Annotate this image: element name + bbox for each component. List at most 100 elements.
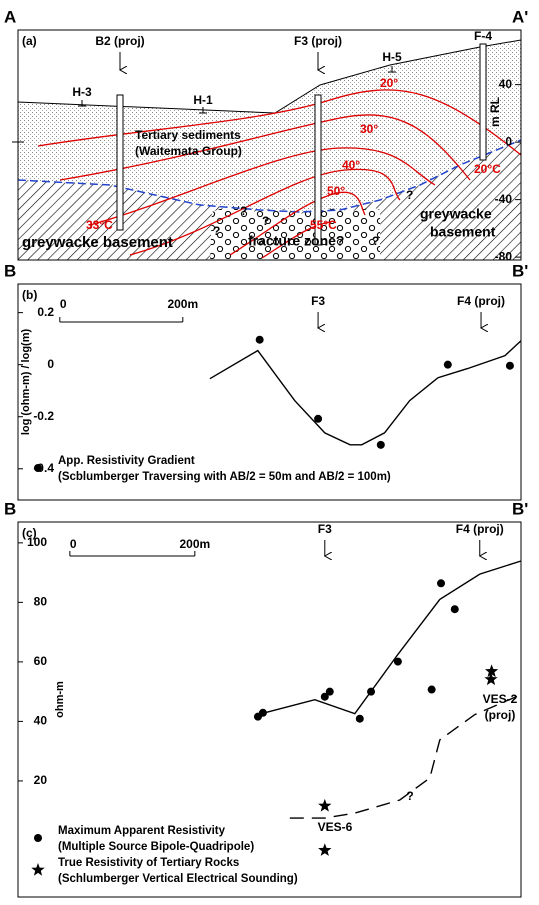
legend-label: App. Resistivity Gradient [58,455,195,467]
question-mark: ? [240,204,247,218]
fracture-zone [210,206,380,260]
annotation: (proj) [485,708,516,722]
well-label: B2 (proj) [95,34,144,48]
y-tick-label: -80 [495,249,513,263]
section-end-label: B' [512,261,528,280]
sediments [18,40,521,212]
well-label: F-4 [474,29,492,43]
star-marker [485,664,499,678]
section-end-label: B [4,261,16,280]
frame [17,283,522,501]
panel-label: (b) [22,288,37,302]
ground-surface [17,39,522,114]
star-marker [318,798,332,812]
air [18,30,521,113]
legend-label: Maximum Apparent Resistivity [58,825,226,837]
circle-marker [320,692,329,701]
legend-marker [34,834,42,842]
circle-marker [443,360,452,369]
annotation: VES-6 [318,820,353,834]
well-arrows [120,52,318,70]
circle-marker [255,335,264,344]
unit-label: Tertiary sediments [135,128,241,142]
borehole-label: H-5 [382,50,402,64]
circle-marker [376,440,385,449]
well-label: F3 (proj) [294,34,342,48]
question-mark: ? [372,234,379,248]
scale-label: 200m [179,537,210,551]
wells [116,43,487,246]
legend-description: (Scblumberger Traversing with AB/2 = 50m… [58,471,391,483]
y-tick-label: 40 [499,77,513,91]
legend-marker [34,464,42,472]
y-tick-label: 20 [34,773,48,787]
question-mark: ? [262,214,269,228]
question-mark: ? [406,188,413,202]
panel-label: (a) [22,34,37,48]
y-tick-label: -40 [495,192,513,206]
borehole-symbols [78,66,396,114]
circle-marker [393,657,402,666]
rock-label: greywacke basement [22,234,173,251]
frame [17,521,522,898]
circle-marker [355,714,364,723]
y-tick-label: 0.2 [37,305,54,319]
borehole-label: H-1 [193,93,213,107]
isotherm-label: 20° [380,76,398,90]
annotation: ? [406,789,413,803]
well-label: F4 (proj) [457,294,505,308]
y-tick-label: -0.2 [33,409,54,423]
temperature-label: 33°C [86,218,113,232]
y-tick-label: 80 [34,595,48,609]
basement [18,140,521,260]
y-axis-label: log (ohm-m) / log(m) [20,329,32,436]
legend-label: True Resistivity of Tertiary Rocks [58,857,239,869]
legend-description: (Multiple Source Bipole-Quadripole) [58,841,254,853]
well-label: F3 [318,522,332,536]
dashed-line [289,693,522,819]
temperature-label: 20°C [474,162,501,176]
frame [17,29,522,261]
y-axis-label: ohm-m [54,681,66,718]
circle-marker [437,579,446,588]
y-axis-label: m RL [488,97,502,127]
rock-label: basement [430,224,496,240]
y-tick-label: 40 [34,714,48,728]
annotation: VES-2 [483,692,518,706]
circle-marker [314,414,323,423]
profile-line [209,340,522,446]
circle-marker [325,687,334,696]
well-label: F4 (proj) [456,522,504,536]
scale-label: 200m [167,297,198,311]
circle-marker [450,605,459,614]
legend-marker [31,863,45,876]
y-tick-label: 100 [27,535,47,549]
borehole-label: H-3 [72,85,92,99]
section-end-label: A' [512,7,528,26]
well-label: F3 [311,294,325,308]
scale-label: 0 [60,297,67,311]
y-tick-label: 0 [47,357,54,371]
circle-marker [505,361,514,370]
legend-description: (Schlumberger Vertical Electrical Soundi… [58,873,298,885]
y-tick-label: 0 [505,134,512,148]
star-marker [484,672,498,686]
rock-label: fracture zone? [248,233,344,249]
star-marker [318,843,332,856]
temperature-label: 55°C [310,218,337,232]
cross-section [12,29,522,261]
profile-line [257,560,522,716]
panel-label: (c) [22,526,37,540]
y-tick-label: 60 [34,654,48,668]
scale-label: 0 [70,537,77,551]
isotherm-label: 30° [360,122,378,136]
section-end-label: A [4,7,16,26]
circle-marker [427,685,436,694]
section-end-label: B' [512,499,528,518]
question-mark: ? [213,224,220,238]
isotherm-label: 40° [342,158,360,172]
unit-label: (Waitemata Group) [135,144,242,158]
section-end-label: B [4,499,16,518]
rock-label: greywacke [420,206,492,222]
